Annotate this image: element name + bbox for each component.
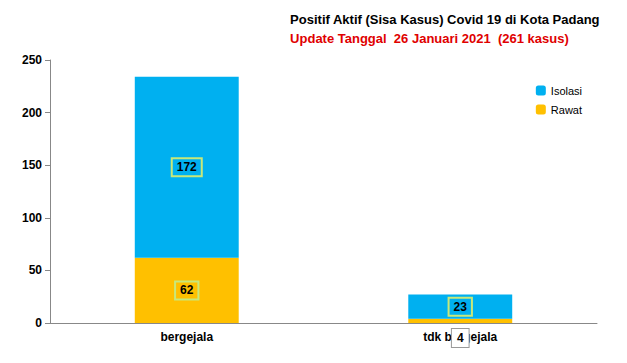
svg-text:200: 200 — [22, 106, 42, 120]
svg-text:bergejala: bergejala — [160, 330, 213, 344]
svg-text:100: 100 — [22, 211, 42, 225]
svg-text:150: 150 — [22, 158, 42, 172]
svg-text:Isolasi: Isolasi — [551, 85, 582, 97]
svg-text:62: 62 — [180, 283, 194, 297]
svg-text:Rawat: Rawat — [551, 104, 582, 116]
svg-text:Update Tanggal 26 Januari 202: Update Tanggal 26 Januari 2021 (261 kasu… — [290, 31, 569, 46]
svg-text:Positif Aktif (Sisa Kasus) Cov: Positif Aktif (Sisa Kasus) Covid 19 di K… — [290, 12, 599, 27]
svg-text:172: 172 — [177, 160, 197, 174]
svg-text:0: 0 — [35, 316, 42, 330]
svg-text:250: 250 — [22, 53, 42, 67]
svg-text:23: 23 — [454, 300, 468, 314]
svg-text:50: 50 — [29, 263, 43, 277]
svg-text:tdk bergejala: tdk bergejala — [423, 330, 497, 344]
svg-text:4: 4 — [457, 331, 464, 345]
